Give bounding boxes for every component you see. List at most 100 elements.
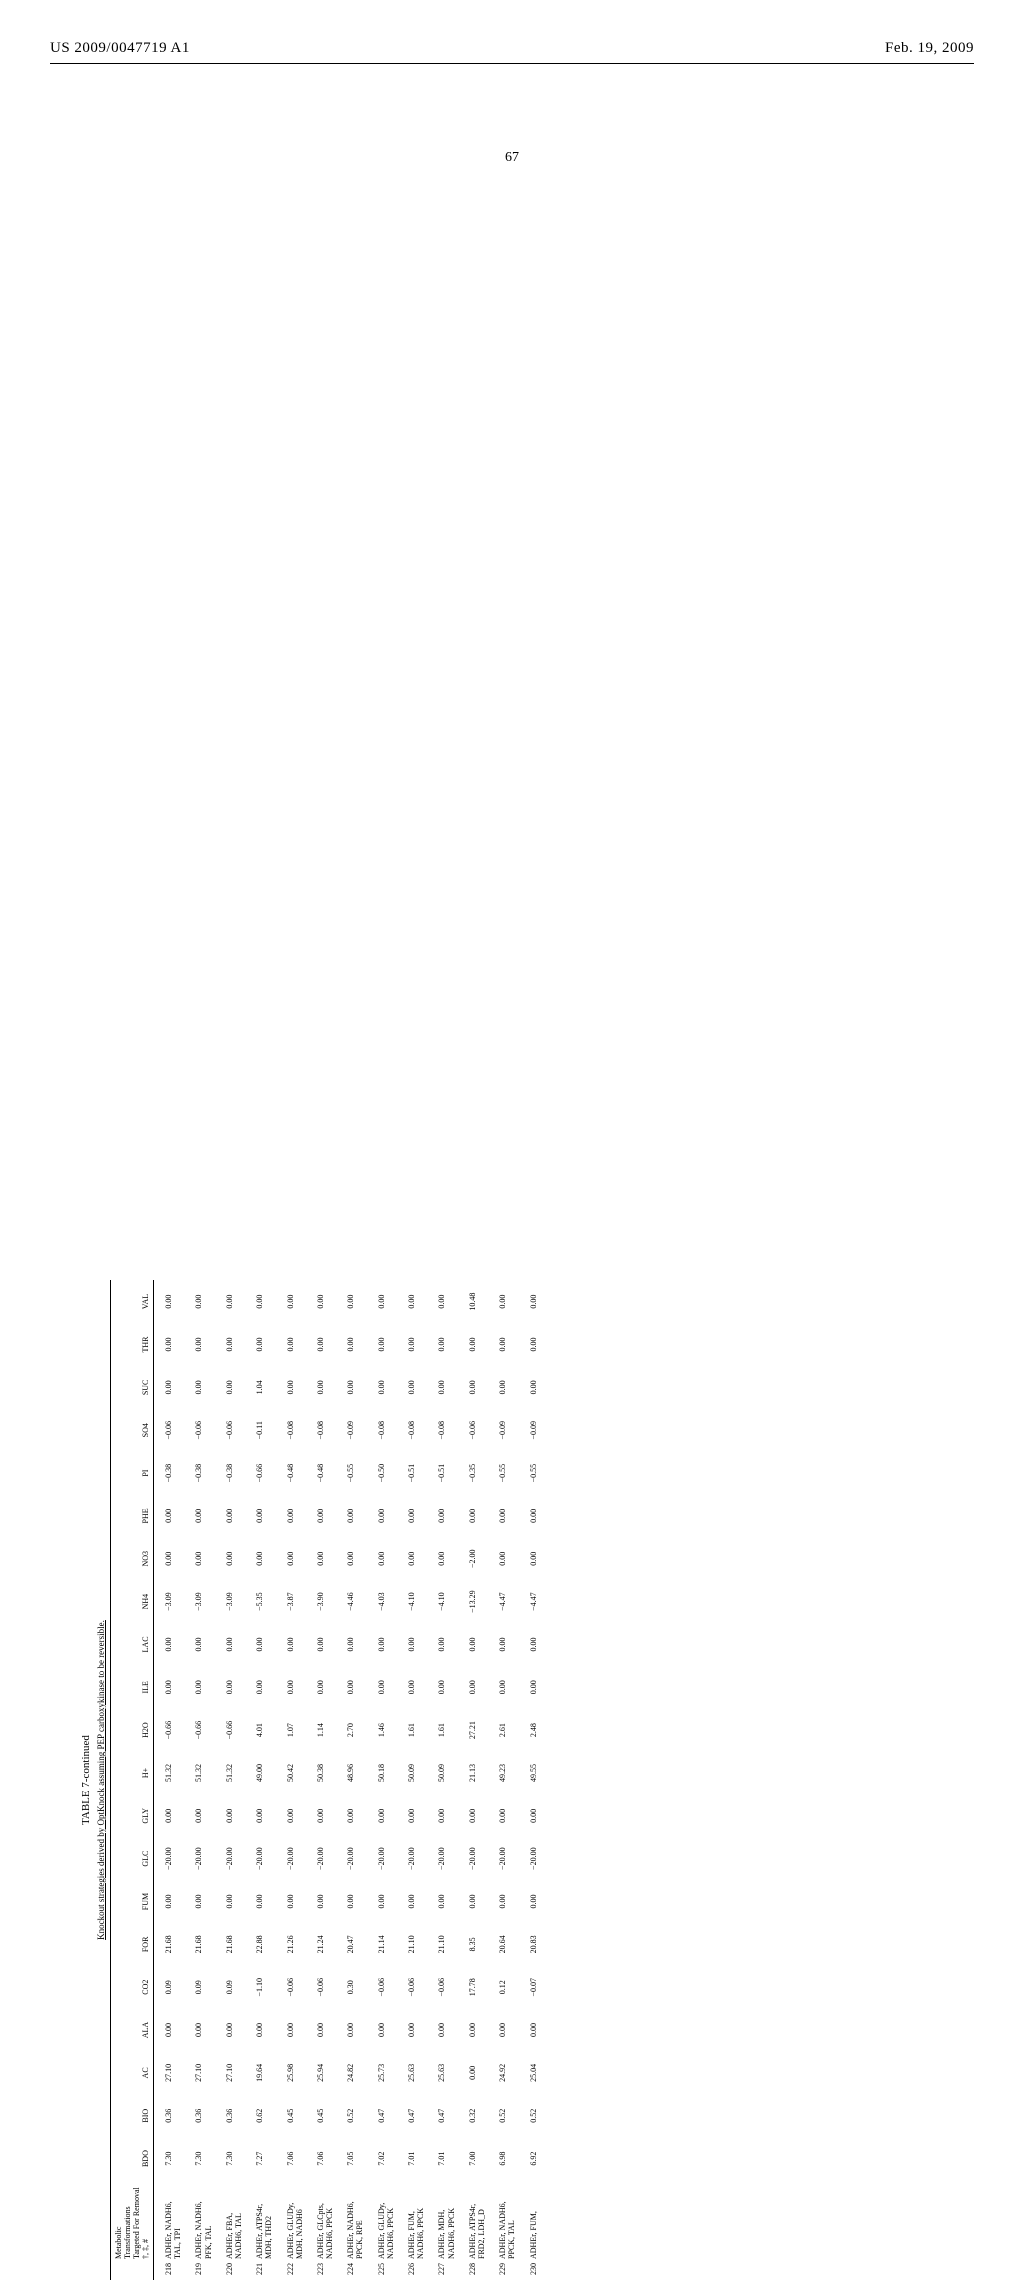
col-val: VAL xyxy=(111,1280,154,1323)
cell: −0.06 xyxy=(367,1966,397,2009)
table-row: 218ADHEr, NADH6, TAL, TPI7.300.3627.100.… xyxy=(154,1280,185,2280)
cell: 0.45 xyxy=(306,2094,336,2137)
col-fum: FUM xyxy=(111,1880,154,1923)
cell: 0.00 xyxy=(154,1880,185,1923)
col-ac: AC xyxy=(111,2051,154,2094)
row-metabolic: ADHEr, FUM, NADH6, PPCK xyxy=(397,2180,427,2260)
cell: −0.06 xyxy=(276,1966,306,2009)
cell: 0.09 xyxy=(154,1966,185,2009)
table-caption: TABLE 7-continued xyxy=(80,1280,92,2280)
rotated-table-wrap: TABLE 7-continued Knockout strategies de… xyxy=(80,1280,540,2280)
cell: 0.00 xyxy=(154,1323,185,1366)
cell: 22.88 xyxy=(245,1923,275,1966)
col-nh4: NH4 xyxy=(111,1580,154,1623)
cell: −4.10 xyxy=(427,1580,457,1623)
cell: 0.00 xyxy=(488,1366,518,1409)
col-metabolic: Metabolic Transformations Targeted For R… xyxy=(111,2180,154,2260)
cell: 0.00 xyxy=(245,1537,275,1580)
cell: 0.00 xyxy=(519,1794,540,1837)
col-pi: PI xyxy=(111,1452,154,1495)
cell: 0.00 xyxy=(519,1280,540,1323)
cell: −3.90 xyxy=(306,1580,336,1623)
cell: 7.30 xyxy=(154,2137,185,2180)
row-number: 224 xyxy=(336,2260,366,2280)
col-lac: LAC xyxy=(111,1623,154,1666)
cell: −4.47 xyxy=(519,1580,540,1623)
cell: −4.47 xyxy=(488,1580,518,1623)
cell: 0.00 xyxy=(367,1666,397,1709)
cell: 0.00 xyxy=(245,1794,275,1837)
row-number: 226 xyxy=(397,2260,427,2280)
cell: 0.47 xyxy=(427,2094,457,2137)
cell: 0.00 xyxy=(336,2009,366,2052)
cell: −0.66 xyxy=(215,1709,245,1752)
row-number: 221 xyxy=(245,2260,275,2280)
cell: 0.00 xyxy=(488,1323,518,1366)
cell: −0.51 xyxy=(427,1452,457,1495)
cell: 1.07 xyxy=(276,1709,306,1752)
cell: 0.00 xyxy=(276,1623,306,1666)
table-body: 218ADHEr, NADH6, TAL, TPI7.300.3627.100.… xyxy=(154,1280,540,2280)
cell: 0.00 xyxy=(427,1280,457,1323)
cell: −0.06 xyxy=(184,1409,214,1452)
cell: 20.64 xyxy=(488,1923,518,1966)
cell: 24.92 xyxy=(488,2051,518,2094)
cell: 0.00 xyxy=(184,1537,214,1580)
cell: −4.03 xyxy=(367,1580,397,1623)
cell: 48.96 xyxy=(336,1752,366,1795)
cell: 0.00 xyxy=(458,1666,488,1709)
cell: 0.00 xyxy=(397,1794,427,1837)
cell: 21.26 xyxy=(276,1923,306,1966)
cell: 0.00 xyxy=(427,1495,457,1538)
cell: 1.14 xyxy=(306,1709,336,1752)
cell: 0.00 xyxy=(276,1537,306,1580)
cell: 0.00 xyxy=(519,1323,540,1366)
cell: 0.00 xyxy=(336,1323,366,1366)
row-number: 230 xyxy=(519,2260,540,2280)
cell: 0.00 xyxy=(336,1623,366,1666)
cell: 0.00 xyxy=(276,1495,306,1538)
cell: 0.00 xyxy=(245,1623,275,1666)
cell: 0.00 xyxy=(367,1366,397,1409)
cell: 0.00 xyxy=(154,1623,185,1666)
cell: 0.00 xyxy=(184,1666,214,1709)
row-number: 227 xyxy=(427,2260,457,2280)
cell: −20.00 xyxy=(184,1837,214,1880)
cell: −0.51 xyxy=(397,1452,427,1495)
cell: 0.00 xyxy=(367,1323,397,1366)
row-number: 223 xyxy=(306,2260,336,2280)
cell: 0.09 xyxy=(184,1966,214,2009)
cell: 0.00 xyxy=(245,1323,275,1366)
cell: −20.00 xyxy=(154,1837,185,1880)
cell: −0.38 xyxy=(215,1452,245,1495)
cell: 21.10 xyxy=(427,1923,457,1966)
cell: 0.52 xyxy=(519,2094,540,2137)
cell: 50.18 xyxy=(367,1752,397,1795)
cell: 0.00 xyxy=(154,1666,185,1709)
cell: 0.00 xyxy=(306,1366,336,1409)
col-suc: SUC xyxy=(111,1366,154,1409)
cell: 7.02 xyxy=(367,2137,397,2180)
cell: 0.00 xyxy=(154,1280,185,1323)
cell: −0.06 xyxy=(306,1966,336,2009)
cell: 51.32 xyxy=(154,1752,185,1795)
row-metabolic: ADHEr, NADH6, PFK, TAL xyxy=(184,2180,214,2260)
cell: 0.00 xyxy=(458,1794,488,1837)
header-left: US 2009/0047719 A1 xyxy=(50,40,190,57)
col-gly: GLY xyxy=(111,1794,154,1837)
table-row: 224ADHEr, NADH6, PPCK, RPE7.050.5224.820… xyxy=(336,1280,366,2280)
cell: −0.66 xyxy=(184,1709,214,1752)
page-number: 67 xyxy=(0,150,1024,166)
row-metabolic: ADHEr, FBA, NADH6, TAL xyxy=(215,2180,245,2260)
cell: 51.32 xyxy=(184,1752,214,1795)
cell: 21.68 xyxy=(184,1923,214,1966)
cell: 0.12 xyxy=(488,1966,518,2009)
table-subcaption: Knockout strategies derived by OptKnock … xyxy=(96,1280,106,2280)
cell: 0.00 xyxy=(397,1280,427,1323)
cell: 0.00 xyxy=(367,1280,397,1323)
cell: 7.06 xyxy=(306,2137,336,2180)
cell: 0.00 xyxy=(458,1880,488,1923)
cell: −20.00 xyxy=(306,1837,336,1880)
cell: 0.00 xyxy=(488,1623,518,1666)
row-number: 229 xyxy=(488,2260,518,2280)
